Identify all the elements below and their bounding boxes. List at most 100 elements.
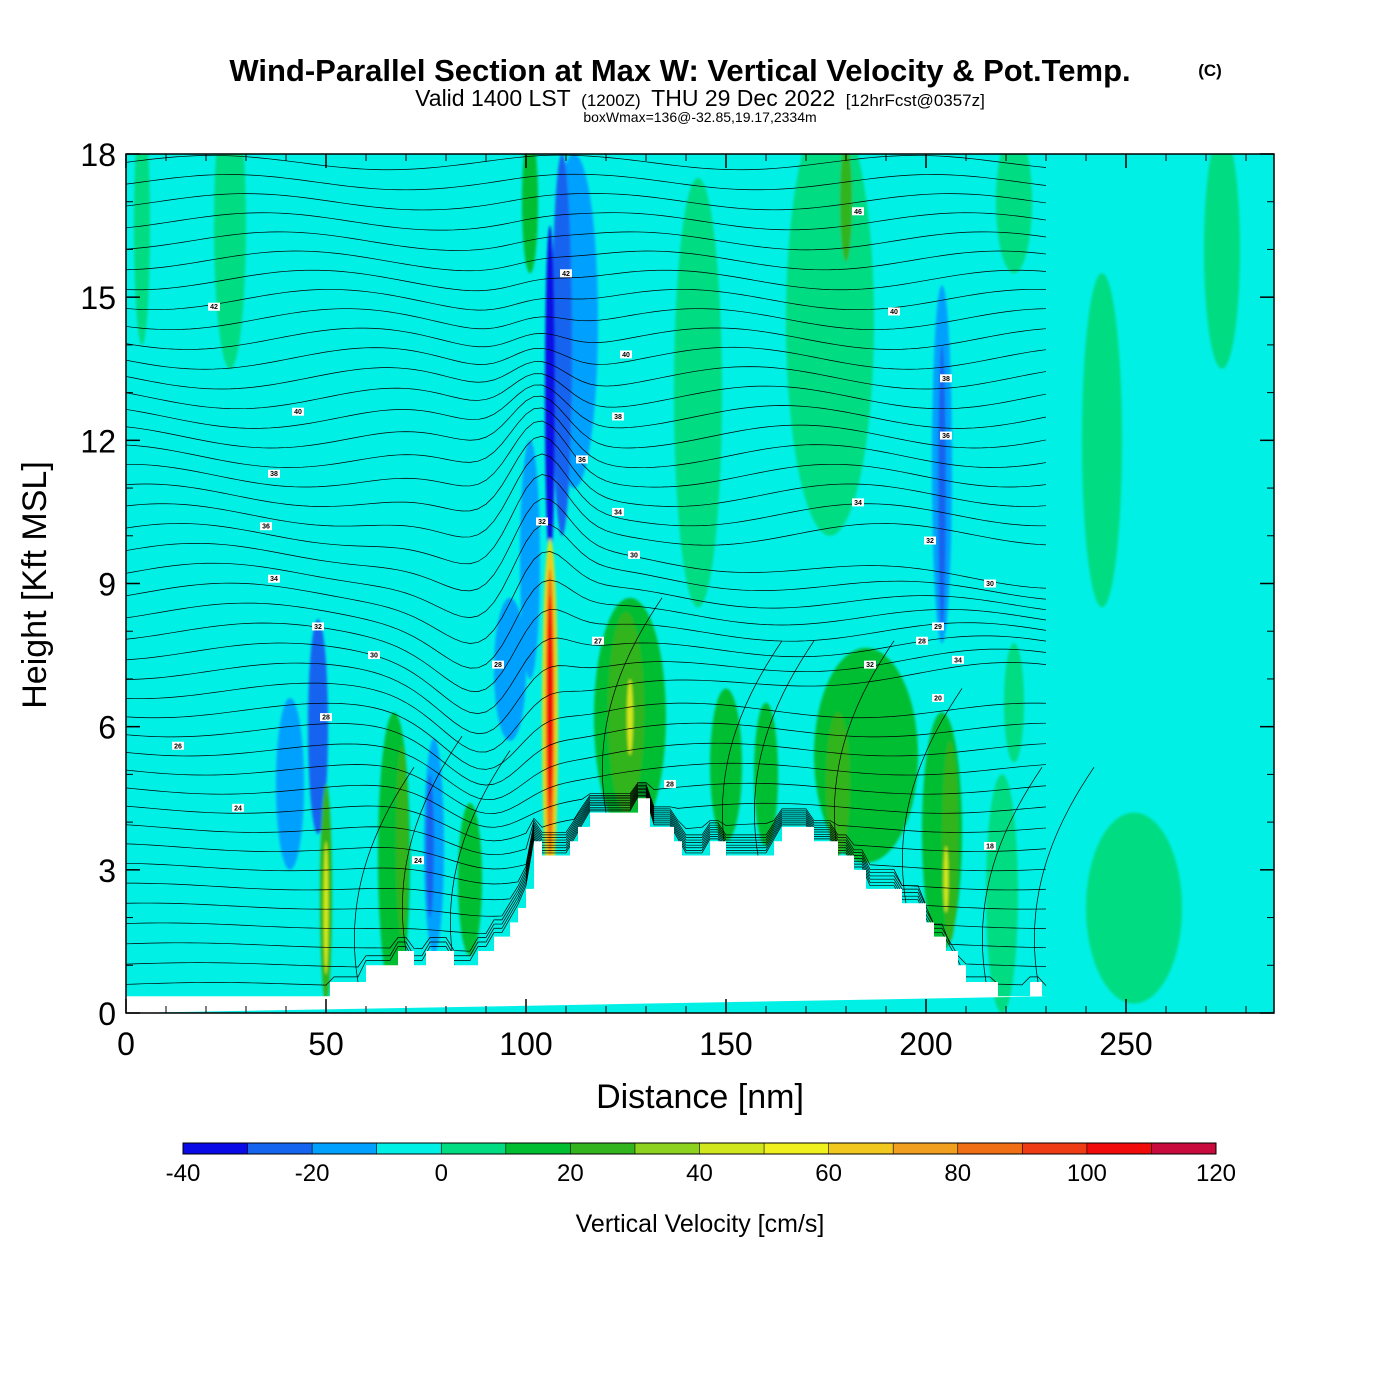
theta-line-20 <box>126 551 1047 644</box>
chart-subtitle: Valid 1400 LST (1200Z) THU 29 Dec 2022 [… <box>415 85 985 111</box>
theta-line-18 <box>126 608 1047 692</box>
colorbar-swatch-9 <box>764 1143 829 1154</box>
theta-line-23 <box>126 474 1047 565</box>
contour-label-0: 42 <box>210 304 218 311</box>
w-cell-29 <box>840 154 852 262</box>
theta-line-28 <box>126 395 1047 449</box>
contour-label-bg-18 <box>628 550 640 559</box>
theta-line-1 <box>126 795 1047 968</box>
theta-line-7 <box>126 786 1047 870</box>
contour-label-bg-19 <box>592 636 604 645</box>
y-axis-label: Height [Kft MSL] <box>16 461 54 709</box>
theta-line-30 <box>126 373 1047 410</box>
contour-label-bg-12 <box>536 517 548 526</box>
contour-label-1: 40 <box>294 409 302 416</box>
colorbar-swatch-1 <box>247 1143 313 1154</box>
contour-label-7: 28 <box>322 715 330 722</box>
theta-line-11 <box>126 762 1047 814</box>
contour-label-33: 18 <box>986 843 994 850</box>
theta-line-13 <box>126 722 1047 786</box>
w-cell-14 <box>552 154 572 536</box>
x-tick-label-0: 0 <box>117 1026 135 1062</box>
theta-line-24 <box>126 453 1047 538</box>
contour-label-bg-8 <box>172 741 184 750</box>
w-cell-5 <box>323 841 329 975</box>
w-cell-26 <box>710 688 742 842</box>
theta-line-42 <box>126 154 1047 171</box>
theta-line-19 <box>126 579 1047 669</box>
y-tick-label-2: 6 <box>98 710 116 746</box>
contour-label-12: 32 <box>538 519 546 526</box>
w-cell-7 <box>396 745 408 937</box>
contour-label-2: 38 <box>270 471 278 478</box>
contour-label-bg-13 <box>560 269 572 278</box>
colorbar-swatch-7 <box>634 1143 700 1154</box>
w-cell-9 <box>426 774 434 918</box>
contour-label-bg-11 <box>492 660 504 669</box>
contour-label-bg-20 <box>664 779 676 788</box>
theta-line-22 <box>126 498 1047 592</box>
colorbar-tick-label-0: -40 <box>166 1160 201 1187</box>
bl-theta-line-8 <box>982 767 1043 983</box>
theta-line-14 <box>126 702 1047 770</box>
contour-label-bg-33 <box>984 841 996 850</box>
bl-theta-line-7 <box>902 688 963 904</box>
contour-label-14: 40 <box>622 352 630 359</box>
theta-line-33 <box>126 327 1047 350</box>
theta-line-3 <box>126 792 1047 934</box>
colorbar-tick-label-8: 120 <box>1196 1160 1236 1187</box>
colorbar-swatch-12 <box>957 1143 1023 1154</box>
theta-line-6 <box>126 787 1047 885</box>
contour-label-bg-22 <box>888 307 900 316</box>
contour-label-bg-25 <box>852 498 864 507</box>
contour-label-17: 34 <box>614 509 622 516</box>
contour-label-bg-2 <box>268 469 280 478</box>
bl-theta-line-4 <box>722 640 783 856</box>
y-tick-label-6: 18 <box>80 137 116 173</box>
x-tick-label-2: 100 <box>499 1026 552 1062</box>
theta-line-38 <box>126 231 1047 251</box>
theta-line-32 <box>126 346 1047 370</box>
w-cell-38 <box>1004 643 1024 763</box>
w-cell-39 <box>1082 273 1122 608</box>
contour-label-bg-26 <box>924 536 936 545</box>
vertical-velocity-field <box>134 154 1240 1013</box>
terrain <box>126 798 1050 1013</box>
theta-line-8 <box>126 785 1047 856</box>
x-tick-label-3: 150 <box>699 1026 752 1062</box>
bl-theta-line-2 <box>450 750 511 966</box>
w-cell-27 <box>754 702 778 846</box>
w-cell-15 <box>545 225 555 560</box>
y-tick-label-0: 0 <box>98 996 116 1032</box>
theta-line-2 <box>126 793 1047 952</box>
y-tick-label-1: 3 <box>98 853 116 889</box>
theta-line-25 <box>126 435 1047 512</box>
contour-label-bg-27 <box>984 579 996 588</box>
w-cell-16 <box>522 154 538 274</box>
x-tick-label-4: 200 <box>899 1026 952 1062</box>
colorbar-tick-label-6: 80 <box>944 1160 971 1187</box>
x-tick-label-1: 50 <box>308 1026 344 1062</box>
theta-contour-labels: 42 40 38 36 34 32 30 28 26 24 24 28 32 42 40 38 36 34 30 27… <box>172 207 996 865</box>
y-tick-label-3: 9 <box>98 567 116 603</box>
colorbar-swatch-15 <box>1151 1143 1217 1154</box>
theta-line-9 <box>126 783 1047 842</box>
theta-line-41 <box>126 173 1047 191</box>
w-cell-25 <box>674 177 722 608</box>
y-tick-label-5: 15 <box>80 280 116 316</box>
w-cell-1 <box>214 154 246 369</box>
contour-label-11: 28 <box>494 662 502 669</box>
colorbar-swatch-14 <box>1086 1143 1152 1154</box>
theta-line-21 <box>126 524 1047 618</box>
contour-label-30: 32 <box>866 662 874 669</box>
contour-label-bg-23 <box>940 374 952 383</box>
contour-label-19: 27 <box>594 638 602 645</box>
colorbar-tick-label-3: 20 <box>557 1160 584 1187</box>
theta-line-39 <box>126 212 1047 231</box>
colorbar-swatch-4 <box>441 1143 507 1154</box>
theta-line-5 <box>126 789 1047 901</box>
contour-label-10: 24 <box>414 858 422 865</box>
contour-label-bg-3 <box>260 522 272 531</box>
